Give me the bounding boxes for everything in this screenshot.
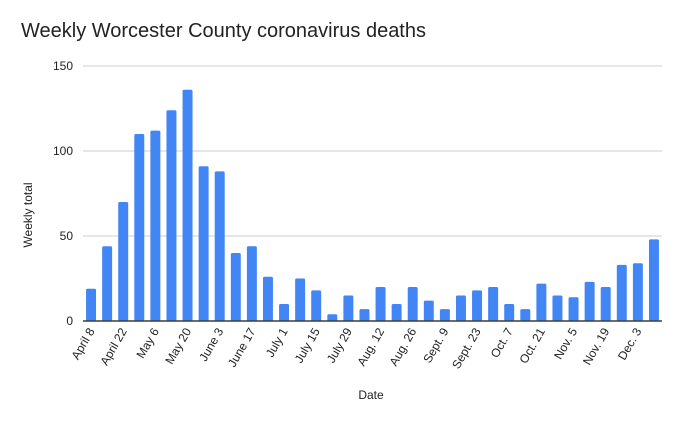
bar xyxy=(407,287,418,321)
x-tick-label: Oct. 7 xyxy=(488,325,516,360)
bar xyxy=(198,166,209,321)
x-tick-label: July 15 xyxy=(292,325,323,365)
bar xyxy=(584,281,595,321)
bar xyxy=(375,287,386,321)
x-tick-label: July 1 xyxy=(263,325,291,359)
x-tick-label: April 8 xyxy=(69,325,98,362)
bar xyxy=(648,239,659,321)
bar xyxy=(118,202,129,321)
bar xyxy=(391,304,402,321)
bar xyxy=(311,290,322,321)
x-tick-label: May 6 xyxy=(134,325,163,361)
bar xyxy=(279,304,290,321)
x-tick-label: June 17 xyxy=(225,325,259,369)
x-axis-title: Date xyxy=(358,388,384,402)
x-tick-label: Nov. 5 xyxy=(551,325,580,362)
y-axis-title: Weekly total xyxy=(21,182,35,247)
chart-title: Weekly Worcester County coronavirus deat… xyxy=(21,20,426,42)
bar xyxy=(343,295,354,321)
x-tick-label: Dec. 3 xyxy=(615,325,645,362)
y-tick-label: 50 xyxy=(60,229,74,243)
bar xyxy=(520,309,531,321)
bar xyxy=(600,287,611,321)
bar xyxy=(359,309,370,321)
y-tick-label: 100 xyxy=(53,144,73,158)
bar xyxy=(552,295,563,321)
bar xyxy=(488,287,499,321)
bar xyxy=(182,89,193,321)
bar xyxy=(134,134,145,321)
y-tick-label: 150 xyxy=(53,59,73,73)
bar xyxy=(504,304,515,321)
bar xyxy=(616,264,627,321)
bar xyxy=(214,171,225,321)
bar xyxy=(568,297,579,321)
x-tick-label: Sept. 9 xyxy=(420,325,451,365)
bar xyxy=(439,309,450,321)
x-tick-label: July 29 xyxy=(324,325,355,365)
bar xyxy=(102,246,113,321)
x-tick-label: Sept. 23 xyxy=(449,325,484,371)
bar xyxy=(423,300,434,321)
x-tick-label: May 20 xyxy=(162,325,194,366)
y-tick-label: 0 xyxy=(66,314,73,328)
bar xyxy=(166,110,177,321)
x-tick-label: Aug. 12 xyxy=(354,325,387,368)
x-tick-label: April 22 xyxy=(97,325,130,368)
bar xyxy=(230,253,241,321)
bar xyxy=(455,295,466,321)
x-tick-label: Oct. 21 xyxy=(517,325,549,366)
bar xyxy=(327,314,338,321)
bars xyxy=(83,89,662,322)
bar xyxy=(150,130,161,321)
bar xyxy=(262,276,273,321)
x-tick-label: Nov. 19 xyxy=(580,325,613,367)
x-tick-label: June 3 xyxy=(196,325,226,363)
bar xyxy=(246,246,257,321)
bar xyxy=(86,288,97,321)
bar xyxy=(472,290,483,321)
x-tick-label: Aug. 26 xyxy=(386,325,419,368)
bar xyxy=(632,263,643,321)
bar xyxy=(295,278,306,321)
y-axis-ticks: 0 50 100 150 xyxy=(53,59,73,328)
bar xyxy=(536,283,547,321)
